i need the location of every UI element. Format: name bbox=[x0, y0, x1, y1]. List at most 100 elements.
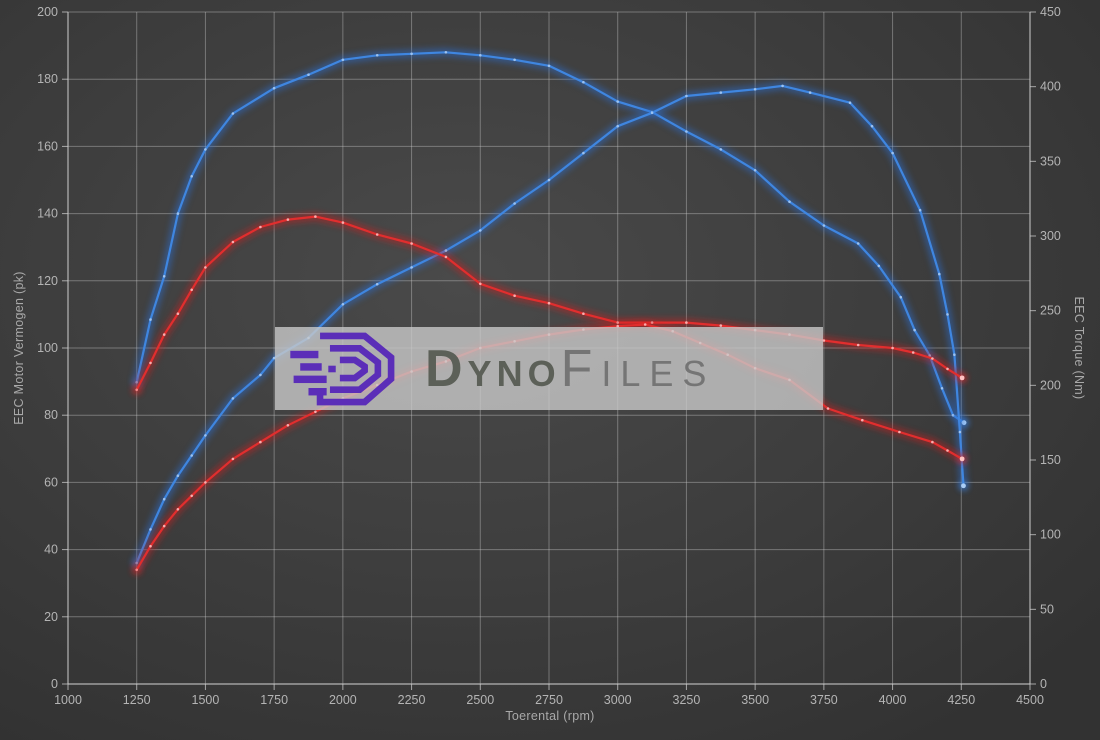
red-torque-nm-marker bbox=[891, 346, 894, 350]
blue-torque-nm-marker bbox=[479, 54, 482, 57]
tick-labels: 1000 1250 1500 1750 2000 2250 2500 2750 3000 3250… bbox=[37, 5, 1061, 707]
red-power-pk-marker bbox=[616, 324, 619, 328]
y-right-tick-label: 300 bbox=[1040, 229, 1061, 243]
blue-power-pk-marker bbox=[958, 430, 962, 434]
x-tick-label: 2500 bbox=[466, 693, 494, 707]
blue-power-pk-marker bbox=[781, 84, 784, 88]
blue-power-pk-marker bbox=[719, 91, 723, 94]
blue-power-pk-marker bbox=[231, 397, 235, 400]
watermark-brand: Dyno Files bbox=[425, 343, 715, 395]
blue-torque-nm-marker bbox=[307, 73, 310, 76]
y-right-tick-label: 350 bbox=[1040, 154, 1061, 168]
x-tick-label: 4250 bbox=[947, 693, 975, 707]
blue-power-pk-marker bbox=[190, 454, 193, 457]
red-power-pk-marker bbox=[286, 424, 290, 427]
red-torque-nm-marker bbox=[931, 357, 934, 360]
blue-power-pk-marker bbox=[848, 101, 852, 104]
blue-power-pk-marker bbox=[547, 178, 551, 182]
red-torque-nm-marker bbox=[162, 333, 166, 336]
red-power-pk-marker bbox=[259, 440, 262, 444]
blue-power-pk-marker bbox=[650, 111, 654, 115]
blue-torque-nm-marker bbox=[176, 212, 180, 215]
y-right-tick-label: 150 bbox=[1040, 453, 1061, 467]
blue-torque-nm-marker bbox=[940, 387, 944, 390]
x-tick-label: 1500 bbox=[192, 693, 220, 707]
red-power-pk-marker bbox=[931, 440, 934, 444]
blue-torque-nm-marker bbox=[685, 130, 688, 133]
y-right-tick-label: 50 bbox=[1040, 602, 1054, 616]
red-torque-nm-marker bbox=[444, 255, 448, 259]
red-torque-nm-marker bbox=[149, 361, 152, 365]
dynofiles-hexagon-logo-icon bbox=[290, 332, 395, 405]
blue-power-pk-marker bbox=[513, 202, 516, 205]
y-left-tick-label: 200 bbox=[37, 5, 58, 19]
red-power-pk-start-glow bbox=[132, 565, 142, 575]
blue-torque-nm-marker bbox=[162, 275, 166, 278]
x-tick-label: 1000 bbox=[54, 693, 82, 707]
red-power-pk-marker bbox=[861, 418, 864, 422]
blue-torque-nm-line bbox=[135, 51, 966, 424]
red-power-pk-end-dot bbox=[959, 456, 965, 462]
x-tick-label: 2000 bbox=[329, 693, 357, 707]
red-torque-nm-marker bbox=[547, 301, 551, 305]
red-torque-nm-marker bbox=[204, 266, 207, 269]
red-torque-nm-marker bbox=[375, 233, 379, 236]
series-blue-torque-nm bbox=[132, 48, 969, 428]
blue-torque-nm-marker bbox=[913, 328, 916, 332]
blue-torque-nm-marker bbox=[149, 318, 152, 321]
red-power-pk-marker bbox=[314, 410, 317, 414]
blue-power-pk-marker bbox=[149, 528, 152, 531]
blue-torque-nm-marker bbox=[272, 86, 276, 90]
blue-torque-nm-marker bbox=[582, 80, 585, 84]
x-tick-label: 1250 bbox=[123, 693, 151, 707]
red-torque-nm-marker bbox=[822, 339, 826, 342]
y-left-tick-label: 100 bbox=[37, 341, 58, 355]
red-torque-nm-marker bbox=[314, 215, 317, 218]
red-torque-nm-marker bbox=[685, 321, 688, 324]
x-axis-title: Toerental (rpm) bbox=[505, 709, 595, 723]
blue-power-pk-marker bbox=[341, 303, 345, 306]
red-power-pk-marker bbox=[231, 457, 235, 461]
blue-power-pk-line bbox=[135, 84, 965, 565]
red-torque-nm-marker bbox=[582, 312, 585, 316]
left-axis-title: EEC Motor Vermogen (pk) bbox=[12, 271, 26, 425]
right-axis-title: EEC Torque (Nm) bbox=[1072, 296, 1086, 400]
blue-torque-nm-marker bbox=[899, 295, 903, 299]
blue-torque-nm-marker bbox=[204, 148, 207, 151]
blue-power-pk-end-dot bbox=[961, 483, 966, 489]
red-power-pk-marker bbox=[149, 544, 152, 548]
blue-torque-nm-marker bbox=[788, 200, 791, 203]
brand-text-dyno: Dyno bbox=[425, 339, 561, 398]
red-power-pk-marker bbox=[162, 524, 166, 528]
tick-marks bbox=[62, 11, 1036, 690]
x-tick-label: 3750 bbox=[810, 693, 838, 707]
blue-power-pk-marker bbox=[444, 249, 448, 252]
blue-power-pk-marker bbox=[272, 356, 276, 360]
blue-power-pk-marker bbox=[616, 124, 619, 128]
red-power-pk-marker bbox=[176, 508, 180, 511]
red-power-pk-marker bbox=[946, 449, 949, 452]
red-torque-nm-end-dot bbox=[959, 375, 965, 381]
blue-power-pk-marker bbox=[946, 313, 949, 316]
x-tick-label: 3250 bbox=[673, 693, 701, 707]
blue-power-pk-marker bbox=[204, 434, 207, 437]
blue-torque-nm-marker bbox=[444, 51, 448, 54]
blue-power-pk-glow bbox=[132, 81, 968, 567]
y-right-tick-label: 0 bbox=[1040, 677, 1047, 691]
red-torque-nm-marker bbox=[911, 351, 915, 354]
x-tick-label: 3500 bbox=[741, 693, 769, 707]
red-torque-nm-marker bbox=[286, 218, 290, 221]
red-torque-nm-marker bbox=[479, 282, 482, 286]
x-tick-label: 3000 bbox=[604, 693, 632, 707]
y-left-tick-label: 60 bbox=[44, 475, 58, 489]
y-right-tick-label: 250 bbox=[1040, 304, 1061, 318]
blue-power-pk-marker bbox=[870, 124, 874, 128]
y-right-tick-label: 100 bbox=[1040, 528, 1061, 542]
x-tick-label: 2750 bbox=[535, 693, 563, 707]
blue-torque-nm-marker bbox=[375, 54, 379, 57]
x-tick-label: 4500 bbox=[1016, 693, 1044, 707]
blue-torque-nm-marker bbox=[231, 112, 235, 115]
blue-power-pk-marker bbox=[918, 208, 922, 212]
blue-torque-nm-marker bbox=[513, 58, 516, 62]
blue-torque-nm-marker bbox=[341, 58, 345, 62]
